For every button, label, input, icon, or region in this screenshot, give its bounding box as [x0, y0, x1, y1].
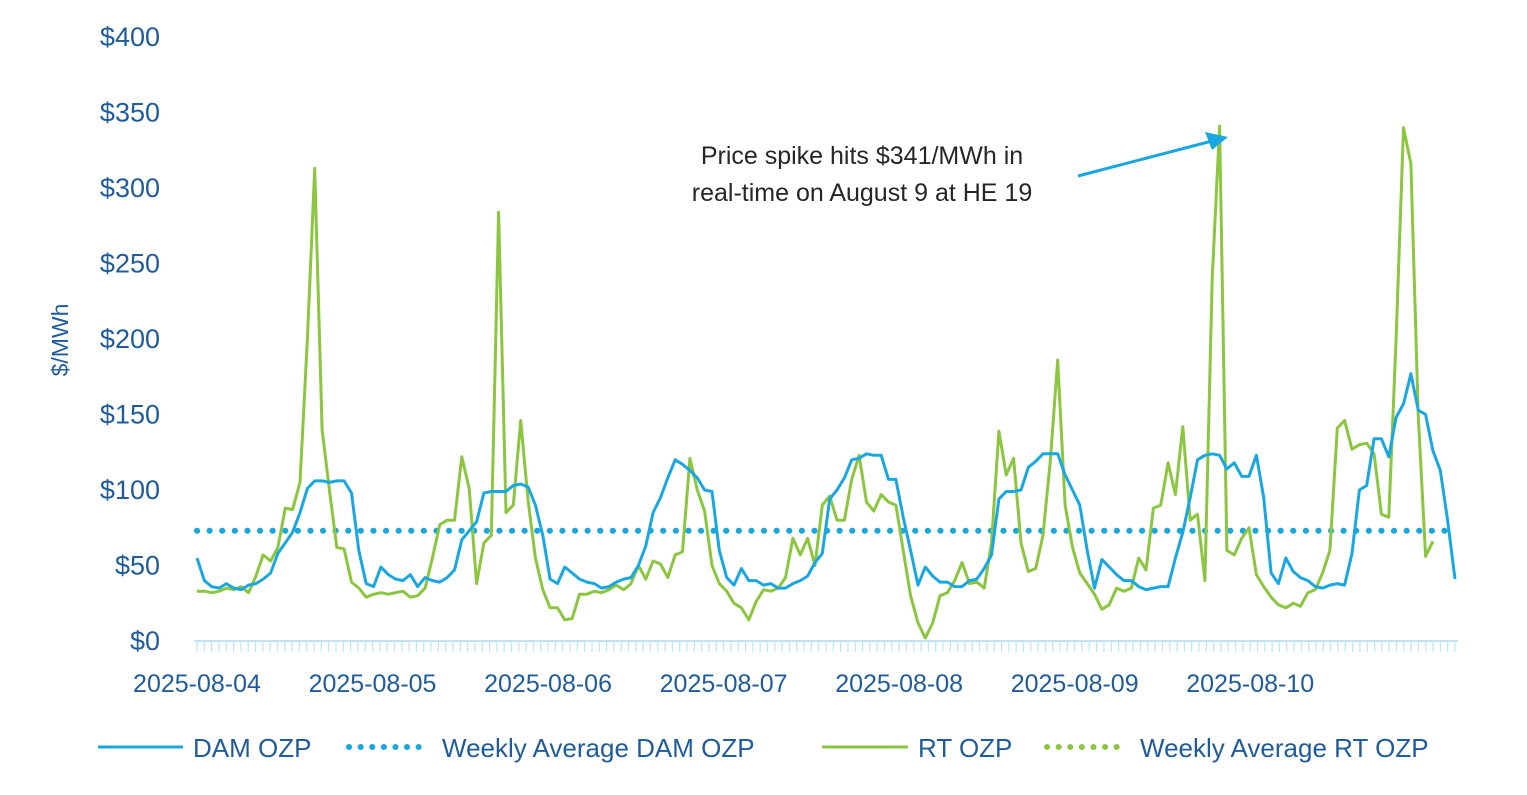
x-axis: 2025-08-04 2025-08-05 2025-08-06 2025-08-07…: [133, 640, 1458, 698]
legend-label: Weekly Average DAM OZP: [442, 733, 755, 763]
legend-label: RT OZP: [918, 733, 1012, 763]
series-layer: [194, 124, 1458, 640]
y-tick-label: $50: [115, 551, 160, 581]
x-tick-label: 2025-08-09: [1011, 670, 1139, 698]
x-tick-label: 2025-08-07: [660, 670, 788, 698]
x-tick-label: 2025-08-04: [133, 670, 261, 698]
y-tick-label: $350: [100, 98, 160, 128]
y-tick-label: $100: [100, 475, 160, 505]
x-tick-label: 2025-08-06: [484, 670, 612, 698]
y-tick-label: $300: [100, 173, 160, 203]
y-axis-label: $/MWh: [47, 304, 73, 377]
annotation: Price spike hits $341/MWh in real-time o…: [692, 132, 1228, 207]
y-tick-label: $0: [130, 626, 160, 656]
y-axis-ticks: $0 $50 $100 $150 $200 $250 $300 $350 $400: [100, 22, 160, 656]
annotation-line-2: real-time on August 9 at HE 19: [692, 179, 1032, 207]
legend: DAM OZP Weekly Average DAM OZP RT OZP Weekl…: [98, 733, 1429, 763]
y-tick-label: $250: [100, 249, 160, 279]
y-tick-label: $150: [100, 400, 160, 430]
annotation-arrow-line: [1077, 139, 1213, 178]
annotation-arrow-head: [1205, 132, 1228, 150]
y-tick-label: $400: [100, 22, 160, 52]
annotation-line-1: Price spike hits $341/MWh in: [701, 142, 1023, 170]
series-dam-ozp: [195, 372, 1457, 592]
x-tick-label: 2025-08-05: [309, 670, 437, 698]
legend-label: Weekly Average RT OZP: [1140, 733, 1429, 763]
legend-label: DAM OZP: [193, 733, 311, 763]
x-tick-label: 2025-08-10: [1186, 670, 1314, 698]
x-tick-label: 2025-08-08: [835, 670, 963, 698]
y-tick-label: $200: [100, 324, 160, 354]
